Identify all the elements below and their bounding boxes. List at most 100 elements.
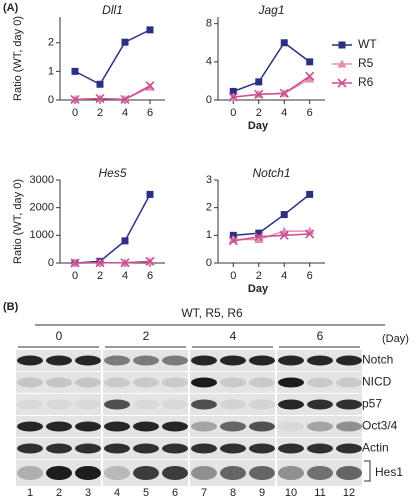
x-tick-label: 2 — [256, 270, 262, 282]
band — [104, 355, 130, 366]
marker — [228, 236, 238, 246]
row-label: Notch — [362, 353, 393, 367]
day-label: 6 — [317, 329, 324, 343]
x-tick-label: 0 — [72, 107, 78, 119]
band — [336, 399, 362, 410]
band — [75, 443, 101, 454]
y-tick-label: 2 — [206, 202, 212, 214]
legend-label: R6 — [358, 75, 374, 89]
band — [249, 355, 275, 366]
legend-label: WT — [358, 37, 377, 51]
band — [249, 399, 275, 410]
band — [46, 377, 72, 388]
band — [133, 466, 159, 480]
band — [133, 399, 159, 410]
marker — [306, 58, 314, 66]
band — [278, 421, 304, 432]
lane-number: 2 — [56, 487, 62, 499]
marker — [228, 92, 238, 102]
x-tick-label: 0 — [230, 270, 236, 282]
marker — [229, 87, 237, 95]
band — [220, 355, 246, 366]
marker — [96, 80, 104, 88]
blot-strip — [103, 372, 188, 393]
marker — [255, 229, 263, 237]
band — [336, 466, 362, 480]
band — [307, 399, 333, 410]
marker — [70, 94, 80, 104]
band — [278, 443, 304, 454]
band — [17, 377, 43, 388]
row-label: NICD — [362, 375, 392, 389]
x-tick-label: 0 — [230, 107, 236, 119]
band — [249, 421, 275, 432]
series-line — [233, 193, 311, 237]
legend-label: R5 — [358, 56, 374, 70]
lane-number: 4 — [114, 487, 120, 499]
band — [336, 355, 362, 366]
band — [104, 421, 130, 432]
lane-number: 11 — [314, 487, 325, 499]
marker — [254, 234, 264, 243]
series-line — [233, 233, 310, 242]
y-tick-label: 0 — [206, 257, 212, 269]
x-tick-label: 0 — [72, 270, 78, 282]
band — [46, 466, 72, 480]
band — [307, 421, 333, 432]
series-line — [74, 260, 151, 264]
lane-number: 9 — [259, 487, 265, 499]
band — [104, 466, 130, 480]
marker — [146, 190, 154, 198]
x-tick-label: 6 — [307, 270, 313, 282]
band — [104, 399, 130, 410]
band — [307, 466, 333, 480]
day-label: 0 — [56, 329, 63, 343]
band — [162, 443, 188, 454]
band — [191, 421, 217, 432]
marker — [279, 88, 289, 98]
y-tick-label: 3 — [206, 174, 212, 186]
panel-label: (A) — [3, 2, 19, 14]
marker — [95, 94, 105, 104]
x-tick-label: 2 — [97, 270, 103, 282]
y-tick-label: 2 — [48, 37, 54, 49]
lane-number: 10 — [285, 487, 297, 499]
marker — [280, 39, 288, 47]
series-line — [74, 194, 151, 264]
lane-number: 5 — [143, 487, 149, 499]
marker — [70, 258, 80, 268]
y-tick-label: 0 — [48, 257, 54, 269]
lane-number: 3 — [85, 487, 91, 499]
x-tick-label: 2 — [256, 107, 262, 119]
band — [46, 421, 72, 432]
chart-title: Jag1 — [257, 3, 284, 17]
marker — [306, 190, 314, 198]
band — [278, 355, 304, 366]
band — [278, 399, 304, 410]
marker — [120, 258, 130, 268]
band — [307, 443, 333, 454]
marker — [120, 94, 130, 104]
marker — [254, 89, 264, 99]
band — [191, 377, 217, 388]
y-tick-label: 0 — [206, 94, 212, 106]
blot-strip — [190, 394, 275, 415]
y-tick-label: 1000 — [30, 229, 54, 241]
x-tick-label: 4 — [122, 107, 128, 119]
y-tick-label: 8 — [206, 18, 212, 30]
marker — [279, 230, 289, 240]
x-tick-label: 6 — [307, 107, 313, 119]
lane-number: 8 — [230, 487, 236, 499]
x-tick-label: 2 — [97, 107, 103, 119]
panel-label: (B) — [3, 301, 19, 313]
hes1-bracket — [364, 460, 371, 482]
marker — [254, 232, 264, 242]
band — [220, 421, 246, 432]
band — [191, 443, 217, 454]
band — [46, 443, 72, 454]
x-tick-label: 4 — [281, 107, 287, 119]
band — [191, 466, 217, 480]
x-tick-label: 6 — [147, 270, 153, 282]
blot-strip — [16, 394, 101, 415]
